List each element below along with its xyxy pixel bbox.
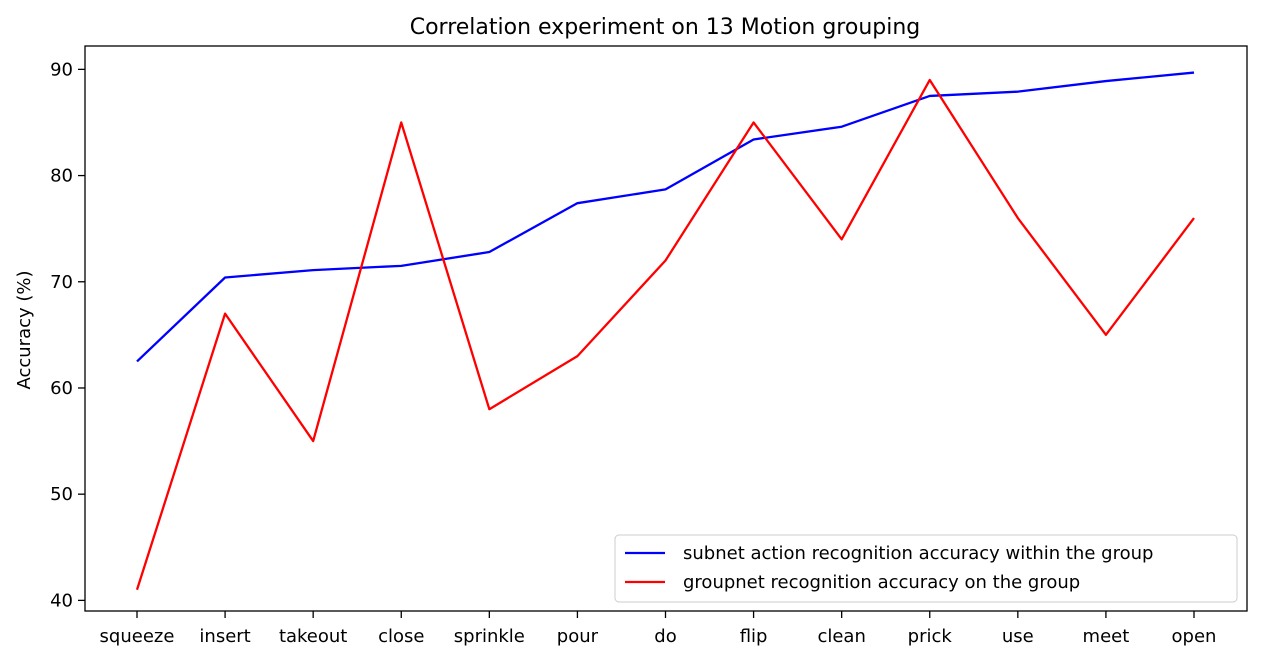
chart-title: Correlation experiment on 13 Motion grou… (410, 15, 921, 40)
series-line-2 (135, 78, 1195, 591)
legend-entries: subnet action recognition accuracy withi… (625, 543, 1153, 593)
y-tick-label: 50 (50, 484, 73, 505)
series-lines (135, 71, 1195, 591)
x-tick-label: use (1002, 626, 1034, 647)
y-tick-label: 60 (50, 378, 73, 399)
x-tick-label: sprinkle (454, 626, 525, 647)
x-tick-label: meet (1083, 626, 1130, 647)
y-tick-label: 70 (50, 272, 73, 293)
x-tick-label: close (378, 626, 424, 647)
x-tick-label: do (654, 626, 676, 647)
y-tick-label: 40 (50, 590, 73, 611)
x-tick-label: takeout (279, 626, 347, 647)
y-axis-ticks: 40 50 60 70 80 90 (50, 59, 85, 611)
plot-area-frame (84, 45, 1248, 612)
x-axis-ticks: squeeze insert takeout close sprinkle pour do f… (100, 611, 1217, 647)
y-axis-label: Accuracy (%) (14, 270, 35, 389)
legend-label: subnet action recognition accuracy withi… (683, 543, 1153, 564)
legend-box (614, 534, 1238, 603)
x-tick-label: flip (740, 626, 768, 647)
x-tick-label: squeeze (100, 626, 175, 647)
x-tick-label: prick (908, 626, 953, 647)
y-tick-label: 90 (50, 59, 73, 80)
x-tick-label: open (1172, 626, 1217, 647)
x-tick-label: pour (557, 626, 599, 647)
legend: subnet action recognition accuracy withi… (614, 534, 1238, 603)
legend-label: groupnet recognition accuracy on the gro… (683, 572, 1080, 593)
x-tick-label: insert (199, 626, 250, 647)
x-tick-label: clean (817, 626, 865, 647)
y-tick-label: 80 (50, 166, 73, 187)
series-line-1 (136, 71, 1195, 363)
